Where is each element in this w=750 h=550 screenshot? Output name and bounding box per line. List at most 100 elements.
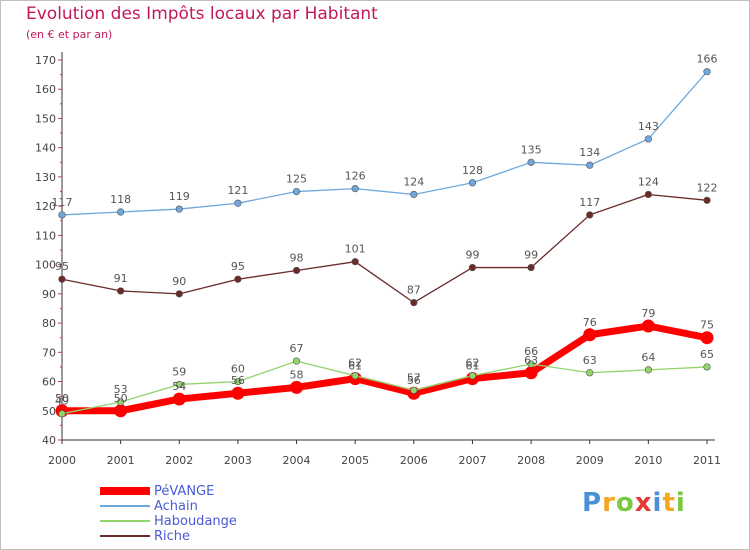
label-achain-2000: 117 — [52, 196, 73, 209]
label-achain-2004: 125 — [286, 173, 307, 186]
point-achain-2010 — [644, 135, 652, 143]
legend-swatch — [100, 520, 150, 522]
point-riche-2006 — [410, 299, 418, 307]
label-riche-2004: 98 — [290, 251, 304, 264]
logo-letter: x — [634, 488, 653, 518]
point-riche-2011 — [703, 196, 711, 204]
label-haboudange-2003: 60 — [231, 363, 245, 376]
legend-label: Achain — [154, 499, 198, 514]
label-riche-2005: 101 — [345, 243, 366, 256]
y-tick-label-80: 80 — [42, 317, 56, 330]
label-pevange-2000: 50 — [55, 392, 69, 405]
y-tick-label-60: 60 — [42, 376, 56, 389]
y-tick-label-130: 130 — [35, 171, 56, 184]
legend-item: Riche — [100, 529, 320, 544]
point-achain-2006 — [410, 190, 418, 199]
x-tick-label-2002: 2002 — [165, 454, 193, 467]
x-tick-label-2003: 2003 — [224, 454, 252, 467]
point-riche-2007 — [468, 263, 477, 272]
label-pevange-2009: 76 — [583, 316, 597, 329]
y-tick-label-70: 70 — [42, 346, 56, 359]
point-riche-2004 — [292, 266, 301, 275]
point-haboudange-2010 — [644, 366, 652, 374]
label-haboudange-2000: 49 — [55, 395, 69, 408]
y-tick-label-100: 100 — [35, 259, 56, 272]
label-achain-2009: 134 — [579, 146, 600, 159]
label-achain-2007: 128 — [462, 164, 483, 177]
point-haboudange-2000 — [58, 410, 66, 418]
y-tick-label-160: 160 — [35, 83, 56, 96]
label-riche-2010: 124 — [638, 175, 659, 188]
label-achain-2008: 135 — [521, 143, 542, 156]
label-haboudange-2008: 66 — [524, 345, 538, 358]
point-achain-2000 — [58, 211, 66, 219]
label-achain-2006: 124 — [403, 175, 424, 188]
legend-swatch — [100, 487, 150, 495]
point-haboudange-2006 — [410, 386, 418, 394]
label-pevange-2001: 50 — [114, 392, 128, 405]
label-pevange-2011: 75 — [700, 319, 714, 332]
y-tick-label-140: 140 — [35, 142, 56, 155]
x-tick-label-2000: 2000 — [48, 454, 76, 467]
legend-swatch — [100, 505, 150, 507]
point-haboudange-2001 — [117, 398, 125, 406]
logo-letter: i — [675, 488, 686, 518]
label-riche-2006: 87 — [407, 284, 421, 297]
label-achain-2003: 121 — [227, 184, 248, 197]
label-haboudange-2001: 53 — [114, 383, 128, 396]
label-riche-2009: 117 — [579, 196, 600, 209]
point-pevange-2003 — [231, 386, 245, 400]
series-line-riche — [61, 193, 708, 304]
y-tick-label-40: 40 — [42, 434, 56, 447]
point-riche-2010 — [644, 190, 652, 199]
point-pevange-2009 — [583, 328, 597, 342]
point-haboudange-2011 — [703, 363, 711, 371]
point-riche-2001 — [117, 287, 125, 295]
label-haboudange-2010: 64 — [641, 351, 655, 364]
label-achain-2001: 118 — [110, 193, 131, 206]
chart-subtitle: (en € et par an) — [26, 28, 113, 41]
point-riche-2002 — [175, 290, 183, 298]
x-tick-label-2009: 2009 — [576, 454, 604, 467]
logo-letter: i — [652, 488, 663, 518]
point-riche-2009 — [586, 211, 594, 219]
point-riche-2003 — [234, 275, 242, 283]
label-pevange-2002: 54 — [172, 380, 186, 393]
point-pevange-2004 — [290, 380, 304, 394]
legend-item: Haboudange — [100, 514, 320, 529]
x-tick-label-2007: 2007 — [458, 454, 486, 467]
label-pevange-2007: 61 — [465, 360, 479, 373]
logo-letter: P — [582, 488, 603, 518]
y-tick-label-50: 50 — [42, 405, 56, 418]
proxiti-logo: Proxiti — [582, 488, 686, 518]
point-achain-2001 — [117, 208, 125, 216]
label-achain-2011: 166 — [697, 53, 718, 66]
point-haboudange-2008 — [527, 360, 535, 368]
label-haboudange-2007: 62 — [465, 357, 479, 370]
point-haboudange-2005 — [351, 372, 359, 380]
point-haboudange-2004 — [292, 357, 301, 365]
x-tick-label-2001: 2001 — [107, 454, 135, 467]
point-riche-2000 — [58, 275, 66, 283]
y-tick-label-170: 170 — [35, 54, 56, 67]
label-riche-2008: 99 — [524, 249, 538, 262]
y-tick-label-120: 120 — [35, 200, 56, 213]
legend-item: Achain — [100, 499, 320, 514]
legend-label: Haboudange — [154, 514, 237, 529]
legend: PéVANGE Achain Haboudange Riche — [100, 484, 320, 544]
label-riche-2000: 95 — [55, 260, 69, 273]
x-tick-label-2010: 2010 — [634, 454, 662, 467]
label-achain-2010: 143 — [638, 120, 659, 133]
point-haboudange-2009 — [586, 369, 594, 377]
label-pevange-2003: 56 — [231, 374, 245, 387]
y-tick-label-90: 90 — [42, 288, 56, 301]
label-riche-2001: 91 — [114, 272, 128, 285]
x-tick-label-2008: 2008 — [517, 454, 545, 467]
label-haboudange-2011: 65 — [700, 348, 714, 361]
point-pevange-2011 — [700, 331, 714, 345]
point-pevange-2010 — [641, 319, 655, 333]
point-achain-2005 — [351, 185, 359, 193]
label-haboudange-2006: 57 — [407, 371, 421, 384]
logo-letter: t — [662, 488, 676, 518]
label-pevange-2004: 58 — [290, 368, 304, 381]
